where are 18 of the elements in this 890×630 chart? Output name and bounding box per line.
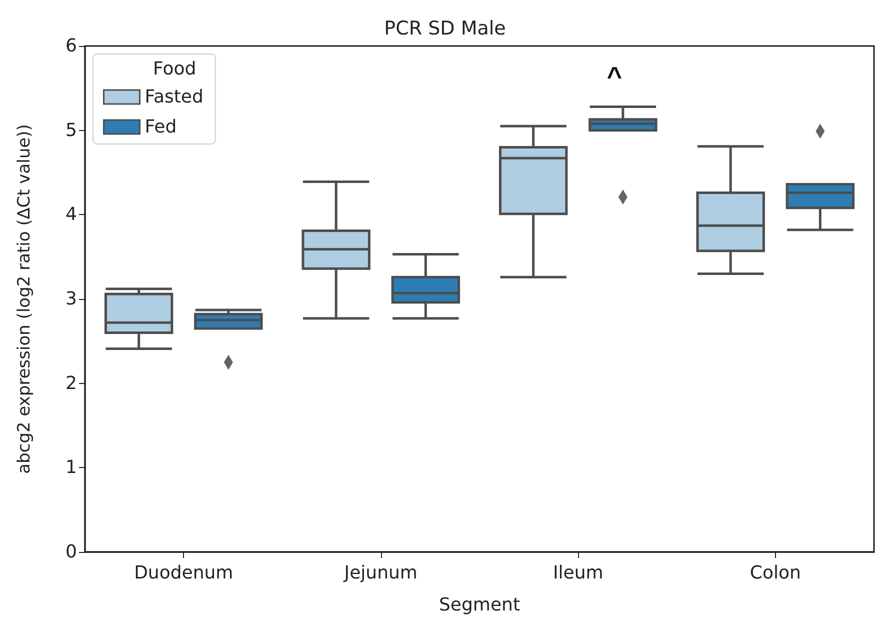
y-tick-label: 4 — [66, 204, 77, 226]
x-tick-label: Colon — [750, 562, 801, 584]
y-tick-label: 3 — [66, 288, 77, 310]
legend-label: Fed — [144, 116, 177, 138]
legend-title: Food — [153, 58, 196, 80]
y-tick-label: 1 — [66, 457, 77, 478]
chart-title: PCR SD Male — [384, 18, 506, 40]
legend-label: Fasted — [144, 86, 204, 108]
x-tick-label: Jejunum — [343, 562, 418, 584]
x-tick-label: Duodenum — [134, 562, 234, 584]
y-axis-title: abcg2 expression (log2 ratio (∆Ct value)) — [14, 124, 34, 474]
annotation: ^ — [606, 61, 622, 91]
y-tick-label: 5 — [66, 120, 77, 141]
y-tick-label: 6 — [66, 36, 77, 56]
x-axis-title: Segment — [439, 594, 520, 616]
x-tick-label: Ileum — [552, 562, 604, 584]
y-tick-label: 2 — [66, 372, 77, 394]
y-tick-label: 0 — [66, 542, 77, 562]
